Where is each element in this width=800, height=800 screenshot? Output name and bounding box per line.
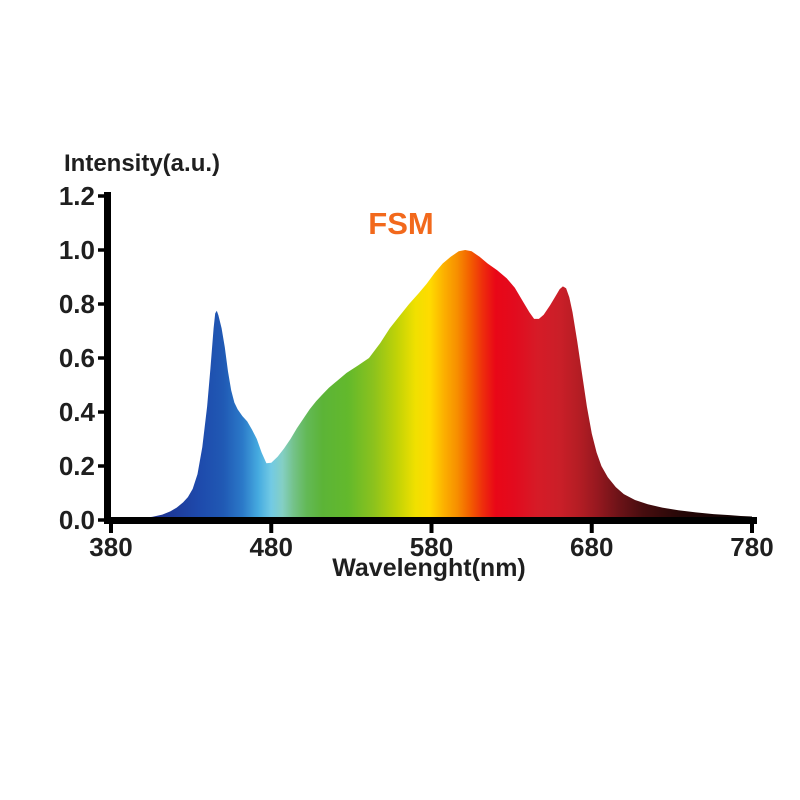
spectrum-area-layer <box>111 250 752 520</box>
y-tick-label: 0.6 <box>59 343 95 373</box>
x-tick-label: 480 <box>250 532 293 562</box>
x-tick-label: 680 <box>570 532 613 562</box>
x-tick-label: 580 <box>410 532 453 562</box>
x-tick-label: 780 <box>730 532 773 562</box>
y-tick-label: 1.0 <box>59 235 95 265</box>
axes-layer <box>104 192 757 524</box>
y-tick-label: 0.2 <box>59 451 95 481</box>
labels-layer: Intensity(a.u.) Wavelenght(nm) FSM <box>64 150 526 582</box>
y-tick-label: 0.4 <box>59 397 96 427</box>
chart-title: FSM <box>368 206 433 241</box>
y-tick-label: 0.8 <box>59 289 95 319</box>
y-axis-title: Intensity(a.u.) <box>64 150 220 177</box>
y-tick-label: 0.0 <box>59 505 95 535</box>
x-tick-label: 380 <box>89 532 132 562</box>
y-tick-label: 1.2 <box>59 181 95 211</box>
spectrum-area <box>111 250 752 520</box>
x-axis-title: Wavelenght(nm) <box>332 554 526 582</box>
